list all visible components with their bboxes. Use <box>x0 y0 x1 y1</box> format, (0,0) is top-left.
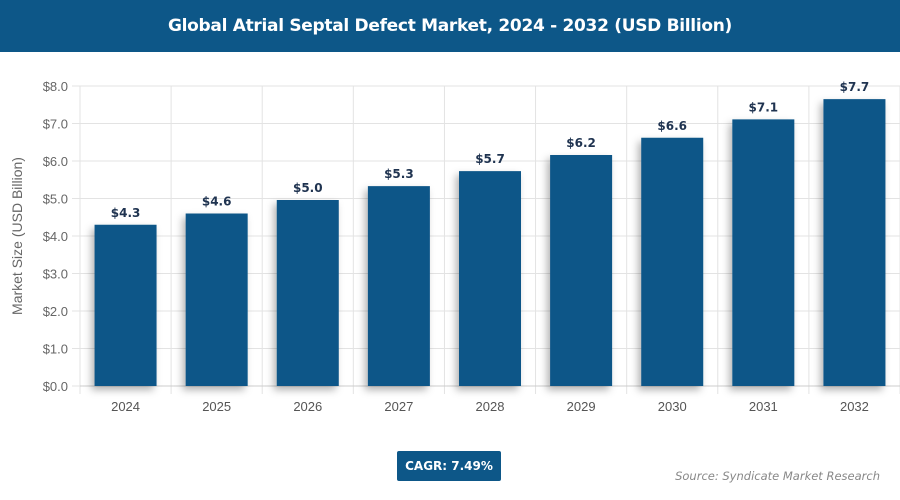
data-label: $5.0 <box>293 181 323 195</box>
bar-2026 <box>276 200 339 386</box>
x-tick-label: 2029 <box>567 399 596 414</box>
data-label: $6.6 <box>657 119 687 133</box>
data-label: $7.1 <box>749 100 779 114</box>
x-tick-label: 2027 <box>384 399 413 414</box>
y-tick-label: $5.0 <box>43 192 68 207</box>
bar-2031 <box>732 119 795 386</box>
bar-2030 <box>641 137 704 386</box>
data-label: $4.3 <box>111 206 141 220</box>
data-label: $5.3 <box>384 167 414 181</box>
y-tick-label: $3.0 <box>43 267 68 282</box>
y-axis-title: Market Size (USD Billion) <box>9 157 25 315</box>
y-tick-label: $7.0 <box>43 117 68 132</box>
bar-chart: $0.0 $1.0 $2.0 $3.0 $4.0 $5.0 $6.0 $7.0 $8.0 $4.3… <box>9 79 900 414</box>
x-tick-label: 2030 <box>658 399 687 414</box>
bar-2025 <box>185 213 248 386</box>
bar-2032 <box>823 99 886 386</box>
data-label: $6.2 <box>566 136 596 150</box>
bar-2028 <box>459 171 521 386</box>
bar-2024 <box>94 224 157 386</box>
data-label: $7.7 <box>840 80 870 94</box>
x-tick-label: 2031 <box>749 399 778 414</box>
y-tick-label: $0.0 <box>43 379 68 394</box>
y-tick-label: $6.0 <box>43 154 68 169</box>
y-tick-label: $4.0 <box>43 229 68 244</box>
y-tick-label: $8.0 <box>43 79 68 94</box>
cagr-badge: CAGR: 7.49% <box>397 451 501 481</box>
data-label: $5.7 <box>475 152 505 166</box>
bar-2029 <box>550 155 613 386</box>
x-tick-label: 2026 <box>293 399 322 414</box>
y-tick-label: $1.0 <box>43 342 68 357</box>
x-tick-label: 2032 <box>840 399 869 414</box>
bar-2027 <box>367 186 430 386</box>
x-tick-label: 2024 <box>111 399 140 414</box>
x-tick-label: 2025 <box>202 399 231 414</box>
source-note: Source: Syndicate Market Research <box>675 469 880 483</box>
x-tick-label: 2028 <box>476 399 505 414</box>
y-tick-label: $2.0 <box>43 304 68 319</box>
data-label: $4.6 <box>202 195 232 209</box>
chart-title: Global Atrial Septal Defect Market, 2024… <box>0 0 900 52</box>
